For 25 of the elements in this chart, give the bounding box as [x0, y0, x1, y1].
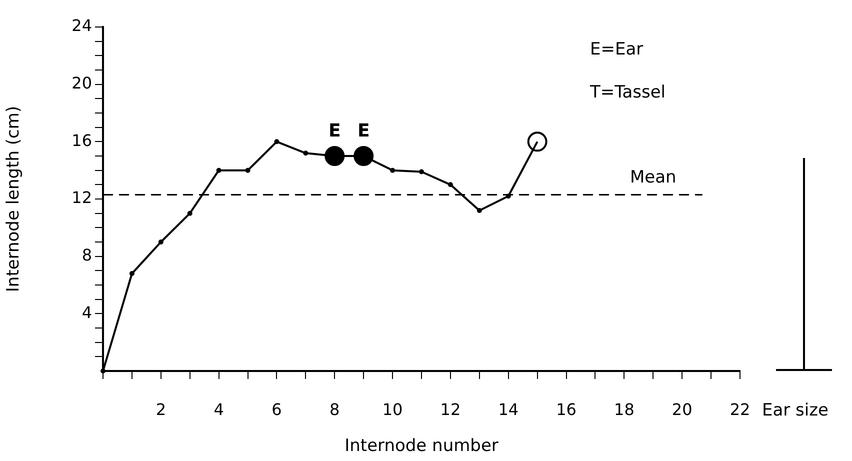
annotation: E — [328, 120, 341, 142]
annotation: E=Ear — [590, 39, 644, 60]
x-tick-label: 12 — [440, 400, 461, 419]
x-tick-label: 10 — [382, 400, 403, 419]
text: Ear size — [762, 400, 829, 420]
y-tick-label: 8 — [82, 245, 92, 264]
annotation: E — [357, 120, 370, 142]
x-tick-label: 18 — [614, 400, 634, 419]
x-tick-label: 6 — [272, 400, 282, 419]
y-tick-label: 12 — [72, 188, 92, 208]
ref-line-label: Mean — [630, 168, 676, 188]
x-tick-label: 22 — [730, 400, 750, 419]
x-axis-title: Internode number — [344, 436, 498, 456]
y-tick-label: 4 — [82, 302, 92, 322]
x-tick-label: 2 — [156, 400, 166, 419]
x-tick-label: 8 — [330, 400, 340, 419]
y-tick-label: 16 — [72, 130, 92, 150]
x-tick-label: 4 — [214, 400, 224, 419]
x-tick-label: 20 — [672, 400, 692, 419]
x-tick-label: 14 — [498, 400, 519, 419]
y-tick-label: 20 — [72, 73, 92, 92]
y-axis-title: Internode length (cm) — [4, 106, 24, 292]
y-tick-label: 24 — [72, 16, 92, 36]
x-tick-label: 16 — [556, 400, 576, 419]
annotation: T=Tassel — [589, 82, 666, 102]
